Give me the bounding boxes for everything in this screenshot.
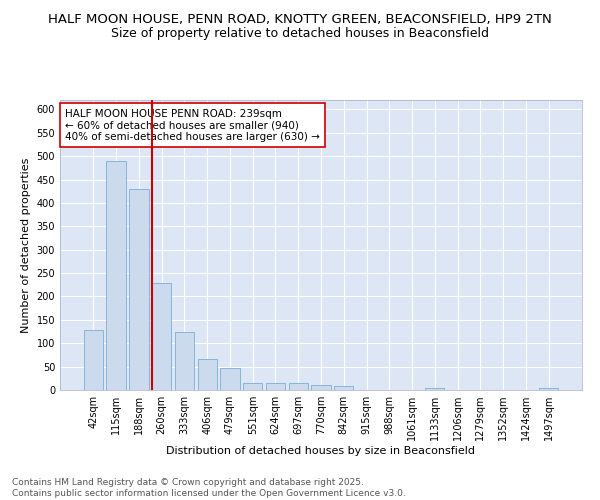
Bar (220, 368, 239, 390)
Y-axis label: Number of detached properties: Number of detached properties (21, 158, 31, 332)
Bar (266, 384, 285, 390)
Text: HALF MOON HOUSE, PENN ROAD, KNOTTY GREEN, BEACONSFIELD, HP9 2TN: HALF MOON HOUSE, PENN ROAD, KNOTTY GREEN… (48, 12, 552, 26)
Bar (175, 332, 194, 390)
Bar (334, 386, 353, 390)
Text: Contains HM Land Registry data © Crown copyright and database right 2025.
Contai: Contains HM Land Registry data © Crown c… (12, 478, 406, 498)
X-axis label: Distribution of detached houses by size in Beaconsfield: Distribution of detached houses by size … (167, 446, 476, 456)
Bar (311, 386, 331, 390)
Bar (129, 189, 149, 390)
Bar (197, 358, 217, 390)
Bar (106, 161, 126, 390)
Bar (539, 388, 558, 390)
Text: HALF MOON HOUSE PENN ROAD: 239sqm
← 60% of detached houses are smaller (940)
40%: HALF MOON HOUSE PENN ROAD: 239sqm ← 60% … (65, 108, 320, 142)
Bar (84, 330, 103, 390)
Text: Size of property relative to detached houses in Beaconsfield: Size of property relative to detached ho… (111, 28, 489, 40)
Bar (289, 384, 308, 390)
Bar (243, 384, 262, 390)
Bar (425, 388, 445, 390)
Bar (152, 284, 172, 390)
